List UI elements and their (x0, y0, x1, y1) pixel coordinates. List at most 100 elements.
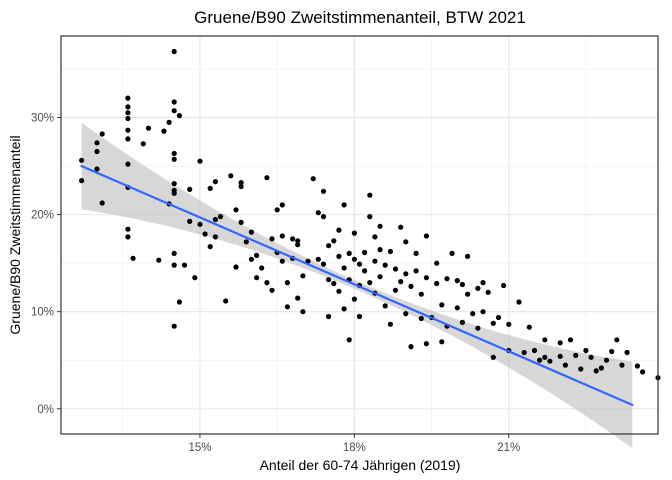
data-point (125, 104, 131, 110)
data-point (372, 234, 378, 240)
data-point (331, 280, 337, 287)
data-point (351, 296, 357, 302)
data-point (465, 253, 471, 259)
data-point (125, 127, 131, 133)
data-point (228, 173, 234, 179)
data-point (351, 230, 357, 236)
x-axis-ticks: 15% 18% 21% (188, 434, 520, 454)
data-point (351, 256, 357, 262)
data-point (94, 148, 100, 155)
data-point (588, 354, 594, 360)
data-point (279, 202, 285, 208)
data-point (382, 303, 388, 309)
data-point (418, 315, 424, 322)
data-point (238, 219, 244, 225)
data-point (197, 221, 203, 227)
data-point (398, 279, 404, 285)
data-point (398, 224, 404, 230)
data-point (243, 239, 249, 245)
data-point (171, 150, 177, 157)
data-point (284, 280, 290, 286)
data-point (320, 261, 327, 267)
data-points (79, 48, 661, 381)
data-point (377, 247, 383, 253)
data-point (444, 276, 450, 282)
data-point (264, 280, 270, 286)
y-axis-title: Gruene/B90 Zweitstimmenanteil (7, 135, 23, 334)
data-point (640, 369, 646, 375)
data-point (377, 223, 383, 229)
data-point (423, 341, 429, 347)
data-point (223, 298, 229, 304)
data-point (284, 304, 290, 310)
data-point (295, 295, 301, 301)
data-point (171, 48, 177, 55)
data-point (171, 250, 177, 256)
data-point (480, 280, 486, 286)
data-point (176, 113, 182, 119)
data-point (212, 216, 218, 223)
data-point (171, 181, 177, 187)
data-point (403, 239, 409, 245)
x-axis-title: Anteil der 60-74 Jährigen (2019) (260, 457, 461, 473)
data-point (403, 271, 409, 277)
data-point (408, 344, 414, 350)
panel-border (60, 35, 659, 435)
data-point (403, 311, 409, 317)
data-point (197, 158, 203, 164)
data-point (320, 214, 327, 220)
data-point (454, 278, 460, 284)
data-point (490, 354, 496, 360)
data-point (326, 313, 332, 320)
data-point (526, 324, 532, 330)
data-point (634, 363, 641, 369)
data-point (531, 347, 538, 354)
data-point (346, 337, 352, 343)
data-point (356, 313, 363, 320)
data-point (248, 229, 254, 235)
data-point (207, 244, 213, 250)
data-point (367, 280, 373, 286)
data-point (557, 340, 563, 346)
data-point (413, 268, 419, 274)
data-point (171, 262, 177, 268)
data-point (238, 183, 244, 190)
data-point (254, 275, 260, 281)
data-point (490, 320, 496, 326)
data-point (578, 366, 584, 372)
data-point (392, 266, 399, 272)
data-point (341, 265, 347, 271)
data-point (145, 125, 152, 131)
data-point (423, 233, 429, 239)
data-point (233, 264, 239, 270)
data-point (603, 357, 610, 363)
data-point (310, 176, 316, 182)
data-point (171, 108, 177, 114)
data-point (79, 157, 85, 163)
data-point (542, 354, 548, 360)
data-point (562, 362, 569, 368)
data-point (171, 156, 177, 162)
data-point (537, 357, 543, 363)
data-point (279, 258, 285, 264)
data-point (295, 242, 301, 248)
data-point (156, 257, 162, 263)
data-point (485, 289, 491, 295)
data-point (212, 179, 218, 185)
data-point (238, 180, 244, 186)
data-point (439, 339, 445, 345)
data-point (434, 260, 440, 266)
data-point (480, 309, 486, 315)
data-point (300, 309, 306, 315)
data-point (259, 265, 265, 271)
data-point (125, 226, 131, 232)
data-point (516, 299, 522, 305)
data-point (161, 128, 167, 134)
data-point (300, 273, 306, 279)
data-point (295, 238, 301, 244)
data-point (557, 353, 563, 359)
data-point (459, 319, 465, 325)
data-point (387, 321, 393, 327)
data-point (619, 362, 625, 368)
data-point (356, 261, 363, 267)
